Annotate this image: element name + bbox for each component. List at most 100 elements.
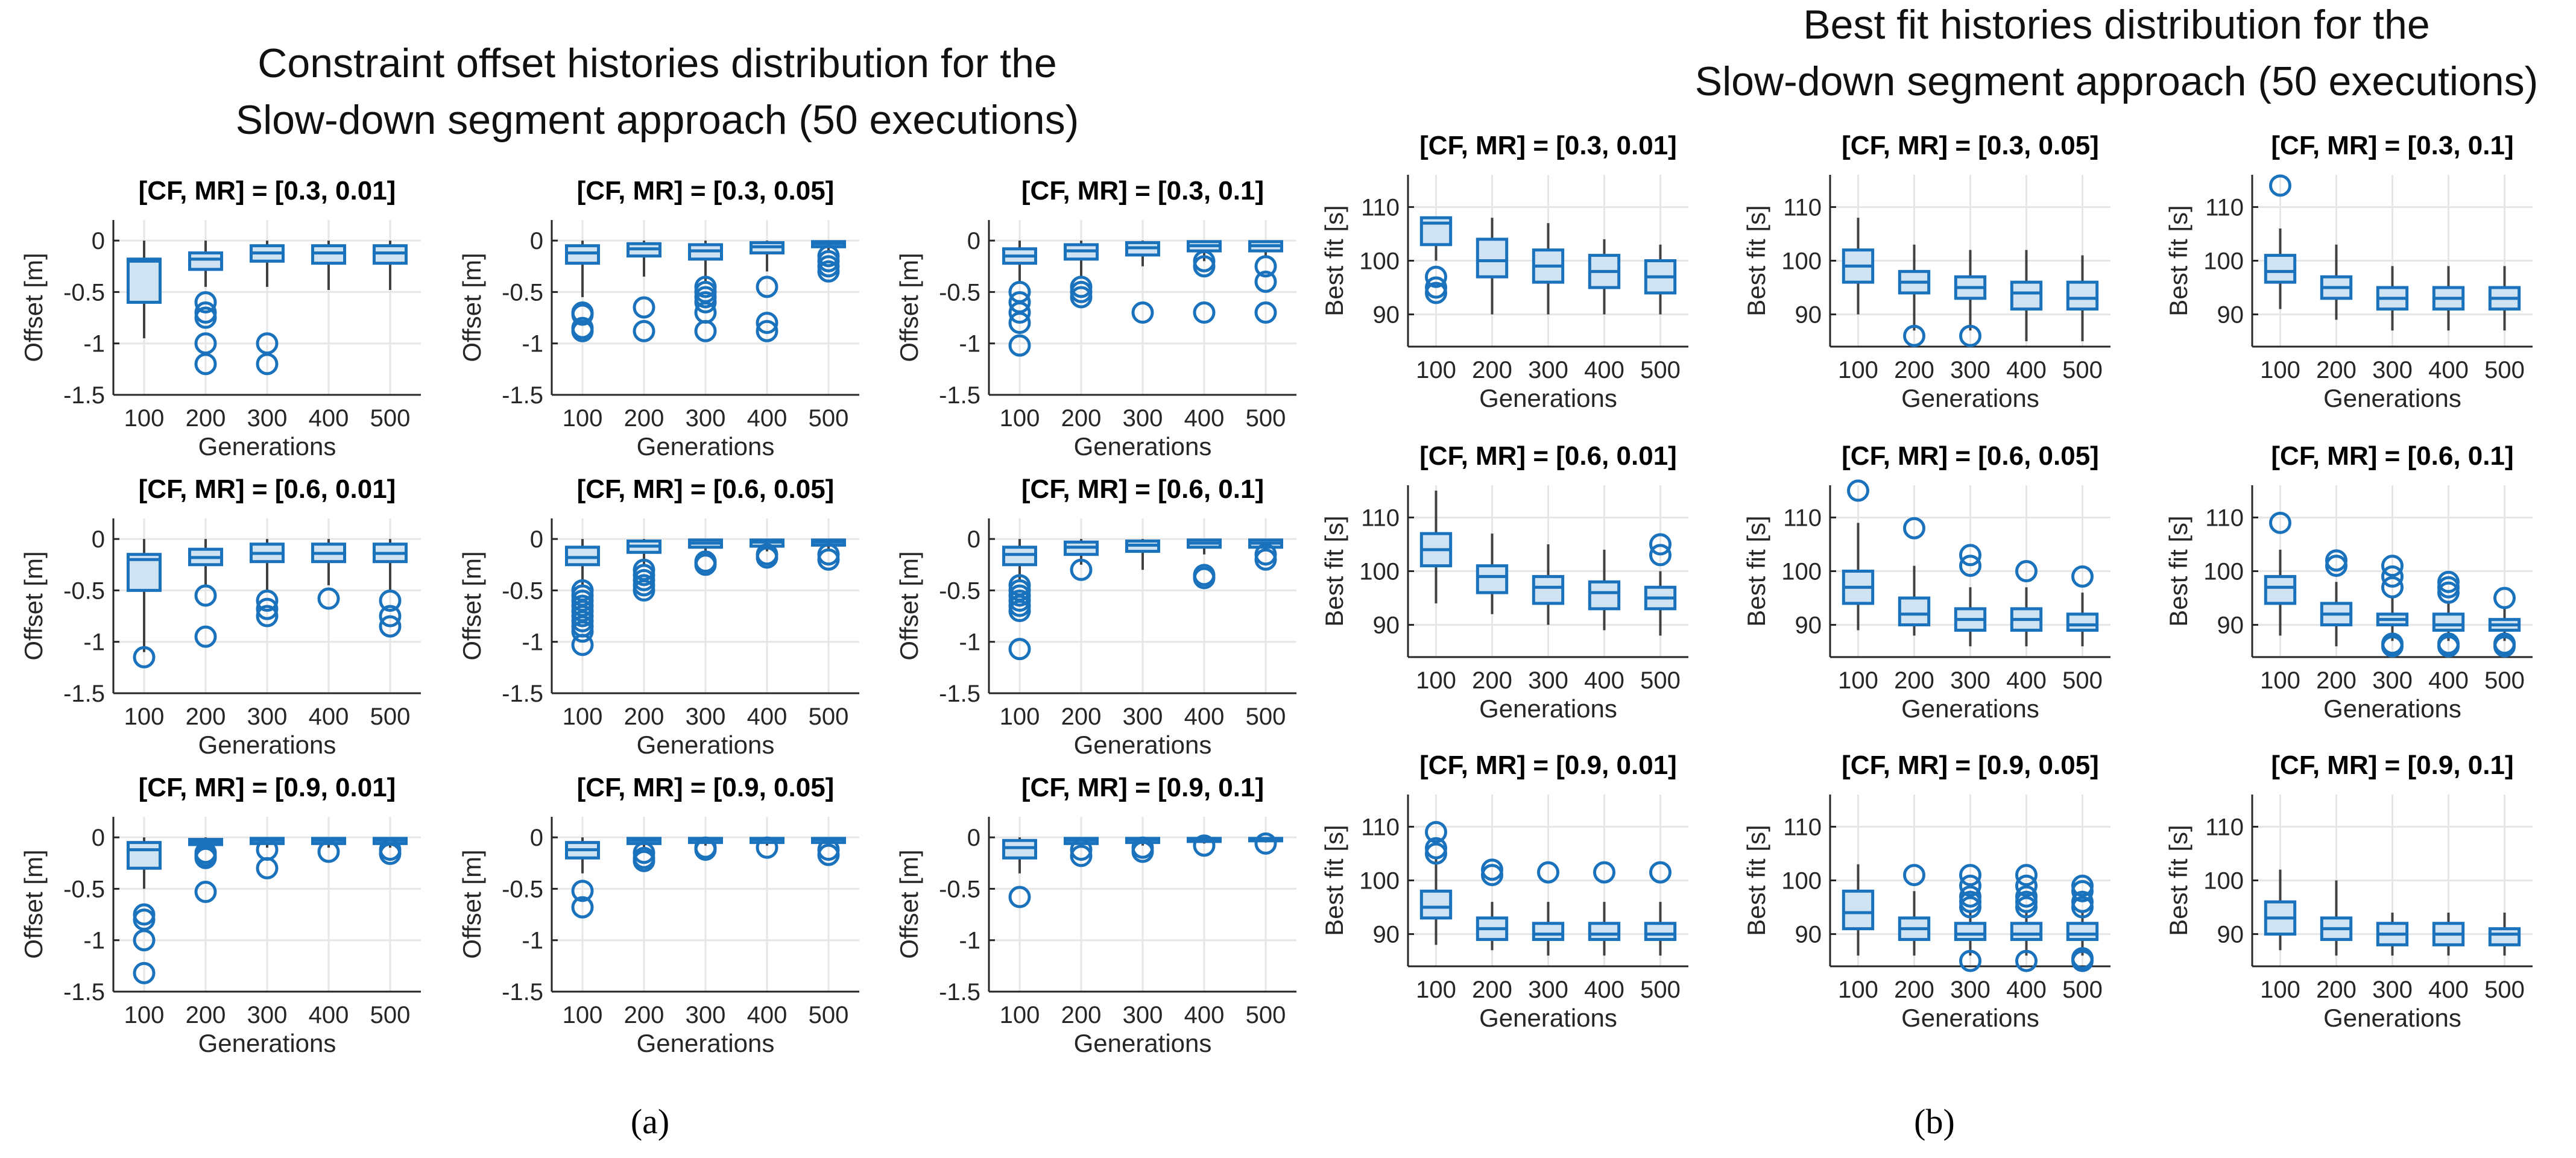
- y-tick-label: -1: [959, 629, 980, 656]
- x-tick-label: 200: [1061, 405, 1102, 432]
- x-tick-label: 200: [2316, 977, 2357, 1003]
- y-axis-label: Best fit [s]: [1320, 515, 1348, 626]
- figure-a-caption: (a): [631, 1102, 669, 1141]
- outlier-point: [633, 579, 655, 602]
- x-tick-label: 300: [1950, 667, 1990, 694]
- box-100: [2264, 174, 2297, 309]
- outlier-point: [1593, 861, 1615, 884]
- x-tick-label: 300: [247, 1002, 288, 1028]
- box-100: [2264, 511, 2297, 636]
- box-100: [126, 837, 162, 984]
- outlier-point: [379, 605, 402, 628]
- box-iqr: [1419, 889, 1453, 920]
- outlier-point: [2269, 174, 2291, 197]
- box-200: [1476, 218, 1509, 315]
- y-tick-label: 0: [967, 825, 980, 851]
- box-300: [1954, 864, 1987, 972]
- subplot: -1.5 -1 -0.5 0 100 200 300 400 500 [CF, MR] = [0.…: [895, 773, 1296, 1057]
- outlier-point: [1847, 479, 1869, 502]
- x-tick-label: 300: [686, 703, 726, 730]
- subplot: 90 100 110 100 200 300 400 500 [CF, MR] = [0.9, …: [1320, 750, 1688, 1032]
- y-tick-label: 100: [2203, 559, 2244, 585]
- subplot: 90 100 110 100 200 300 400 500 [CF, MR] = [0.6, …: [1320, 441, 1688, 723]
- outlier-point: [1193, 301, 1216, 324]
- outlier-point: [317, 840, 340, 863]
- x-tick-label: 500: [809, 1002, 849, 1028]
- x-axis-label: Generations: [1901, 1004, 2039, 1032]
- box-300: [1125, 836, 1161, 863]
- box-iqr: [2432, 612, 2465, 632]
- outlier-point: [1008, 600, 1031, 623]
- box-400: [749, 241, 785, 342]
- y-tick-label: 100: [2203, 868, 2244, 895]
- box-500: [2488, 587, 2521, 658]
- y-tick-label: -0.5: [939, 279, 980, 306]
- subplot-title: [CF, MR] = [0.9, 0.1]: [2271, 750, 2513, 780]
- box-iqr: [2264, 254, 2297, 284]
- outlier-point: [194, 881, 217, 904]
- x-tick-label: 500: [370, 703, 411, 730]
- box-300: [1125, 539, 1161, 570]
- figure-a: Constraint offset histories distribution…: [19, 40, 1296, 1141]
- x-axis-label: Generations: [1479, 694, 1617, 723]
- x-tick-label: 100: [1000, 405, 1040, 432]
- box-iqr: [2066, 280, 2099, 311]
- outlier-point: [2071, 947, 2094, 970]
- x-tick-label: 100: [1416, 667, 1456, 694]
- x-axis-label: Generations: [2323, 384, 2461, 412]
- box-300: [1532, 223, 1565, 315]
- box-iqr: [1588, 580, 1621, 611]
- outlier-point: [1649, 544, 1672, 567]
- x-axis-label: Generations: [1479, 384, 1617, 412]
- x-axis-label: Generations: [637, 731, 775, 759]
- outlier-point: [756, 312, 778, 335]
- x-tick-label: 500: [1640, 357, 1681, 383]
- y-tick-label: 90: [1373, 612, 1400, 639]
- box-500: [1248, 832, 1284, 855]
- box-iqr: [1588, 922, 1621, 941]
- figure-b: Best fit histories distribution for the …: [1320, 2, 2538, 1141]
- box-200: [2320, 549, 2353, 647]
- outlier-point: [756, 275, 778, 298]
- y-tick-label: -1: [83, 331, 105, 357]
- y-tick-label: -0.5: [502, 876, 543, 902]
- subplot: 90 100 110 100 200 300 400 500 [CF, MR] = [0.6, …: [2164, 441, 2533, 723]
- subplot-title: [CF, MR] = [0.9, 0.05]: [1842, 750, 2099, 780]
- outlier-point: [1070, 845, 1093, 867]
- box-400: [1186, 240, 1222, 324]
- outlier-point: [1959, 324, 1981, 347]
- outlier-point: [633, 849, 655, 872]
- outlier-point: [1131, 301, 1154, 324]
- x-tick-label: 200: [186, 405, 226, 432]
- x-tick-label: 400: [309, 1002, 349, 1028]
- box-100: [2264, 869, 2297, 951]
- outlier-point: [194, 291, 217, 313]
- x-tick-label: 200: [1894, 667, 1934, 694]
- box-200: [1063, 837, 1099, 867]
- box-iqr: [372, 244, 408, 265]
- y-tick-label: 110: [1783, 505, 1822, 531]
- box-500: [372, 241, 408, 290]
- outlier-point: [1193, 255, 1216, 278]
- outlier-point: [379, 615, 402, 638]
- box-100: [1419, 216, 1453, 304]
- outlier-point: [1649, 533, 1672, 556]
- y-tick-label: 110: [1783, 194, 1822, 221]
- outlier-point: [194, 625, 217, 648]
- y-axis-label: Offset [m]: [19, 551, 48, 660]
- subplot-title: [CF, MR] = [0.9, 0.05]: [577, 773, 835, 802]
- outlier-point: [1959, 544, 1981, 567]
- box-200: [626, 837, 662, 872]
- outlier-point: [2381, 555, 2404, 577]
- x-axis-label: Generations: [1074, 432, 1212, 461]
- y-tick-label: 110: [2205, 505, 2244, 531]
- box-iqr: [564, 244, 601, 265]
- box-iqr: [2066, 922, 2099, 941]
- outlier-point: [256, 605, 279, 628]
- x-tick-label: 100: [2260, 977, 2300, 1003]
- y-tick-label: -1.5: [502, 681, 543, 707]
- box-200: [1063, 539, 1099, 581]
- box-400: [311, 539, 347, 610]
- y-tick-label: 110: [1361, 194, 1400, 221]
